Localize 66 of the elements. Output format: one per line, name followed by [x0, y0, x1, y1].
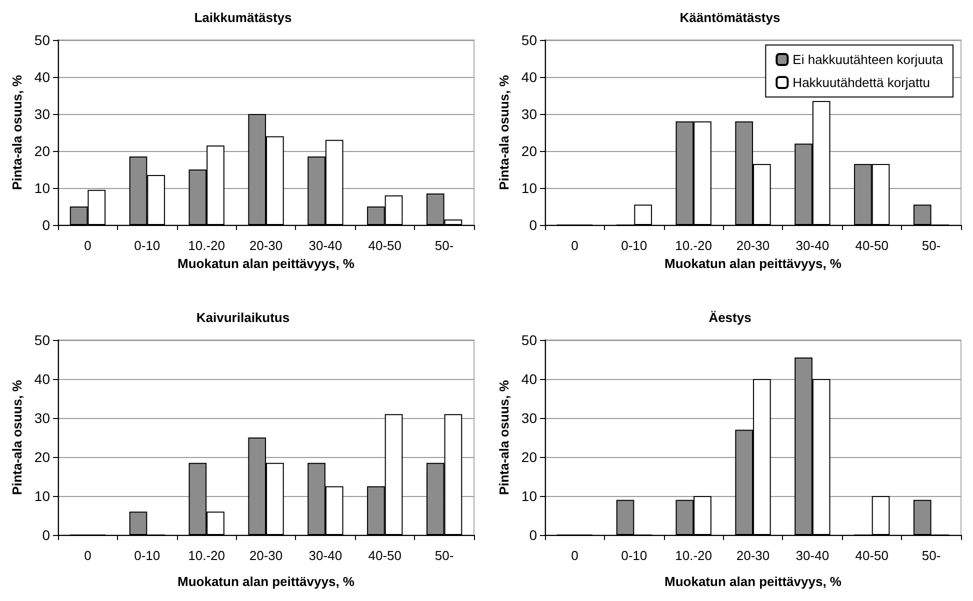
chart-title: Kaivurilaikutus [196, 310, 290, 325]
y-axis-title: Pinta-ala osuus, % [496, 74, 512, 190]
y-tick-label: 30 [34, 106, 50, 122]
y-tick-label: 40 [34, 371, 50, 387]
x-tick-label: 0-10 [134, 238, 160, 253]
x-tick-label: 0-10 [621, 548, 648, 563]
x-tick-label: 20-30 [736, 548, 770, 563]
x-axis-title: Muokatun alan peittävyys, % [178, 574, 355, 589]
x-tick-label: 50- [434, 548, 454, 563]
x-axis-title: Muokatun alan peittävyys, % [178, 256, 355, 271]
x-tick-label: 40-50 [855, 238, 888, 253]
x-tick-label: 0 [84, 238, 92, 253]
y-tick-label: 0 [42, 527, 50, 543]
y-tick-label: 0 [529, 217, 538, 233]
y-axis-title: Pinta-ala osuus, % [496, 380, 512, 495]
x-tick-label: 0 [571, 548, 578, 563]
y-tick-label: 30 [521, 410, 538, 426]
y-tick-label: 40 [521, 371, 538, 387]
x-tick-label: 40-50 [368, 238, 402, 253]
chart-title: Äestys [708, 310, 752, 325]
x-tick-label: 10.-20 [675, 238, 712, 253]
y-tick-label: 40 [34, 69, 50, 85]
x-tick-label: 0-10 [134, 548, 160, 563]
x-tick-label: 40-50 [855, 548, 888, 563]
x-tick-label: 20-30 [249, 548, 283, 563]
y-tick-label: 30 [34, 410, 50, 426]
x-tick-label: 50- [922, 548, 941, 563]
x-axis-title: Muokatun alan peittävyys, % [664, 256, 842, 271]
y-tick-label: 10 [521, 488, 538, 504]
x-tick-label: 30-40 [308, 548, 342, 563]
y-tick-label: 50 [521, 332, 538, 348]
y-tick-label: 50 [34, 32, 50, 48]
y-tick-label: 50 [521, 32, 538, 48]
x-tick-label: 50- [922, 238, 941, 253]
x-tick-label: 10.-20 [188, 548, 226, 563]
x-axis-title: Muokatun alan peittävyys, % [664, 574, 842, 589]
x-tick-label: 20-30 [736, 238, 770, 253]
y-tick-label: 10 [521, 180, 538, 196]
y-axis-title: Pinta-ala osuus, % [10, 74, 25, 190]
y-tick-label: 20 [521, 449, 538, 465]
y-tick-label: 20 [34, 449, 50, 465]
x-tick-label: 20-30 [249, 238, 283, 253]
x-tick-label: 0 [571, 238, 578, 253]
y-tick-label: 30 [521, 106, 538, 122]
y-tick-label: 0 [42, 217, 50, 233]
legend-label: Hakkuutähdettä korjattu [792, 75, 930, 90]
y-tick-label: 50 [34, 332, 50, 348]
x-tick-label: 10.-20 [675, 548, 712, 563]
y-axis-title: Pinta-ala osuus, % [10, 380, 25, 495]
y-tick-label: 0 [529, 527, 538, 543]
x-tick-label: 30-40 [308, 238, 342, 253]
x-tick-label: 30-40 [796, 548, 830, 563]
y-tick-label: 40 [521, 69, 538, 85]
y-tick-label: 10 [34, 488, 50, 504]
y-tick-label: 20 [521, 143, 538, 159]
x-tick-label: 30-40 [796, 238, 830, 253]
chart-title: Laikkumätästys [194, 10, 292, 25]
y-tick-label: 10 [34, 180, 50, 196]
chart-title: Kääntömätästys [680, 10, 780, 25]
x-tick-label: 10.-20 [188, 238, 226, 253]
x-tick-label: 40-50 [368, 548, 402, 563]
x-tick-label: 0 [84, 548, 92, 563]
legend-label: Ei hakkuutähteen korjuuta [792, 52, 944, 67]
x-tick-label: 50- [434, 238, 454, 253]
x-tick-label: 0-10 [621, 238, 648, 253]
y-tick-label: 20 [34, 143, 50, 159]
